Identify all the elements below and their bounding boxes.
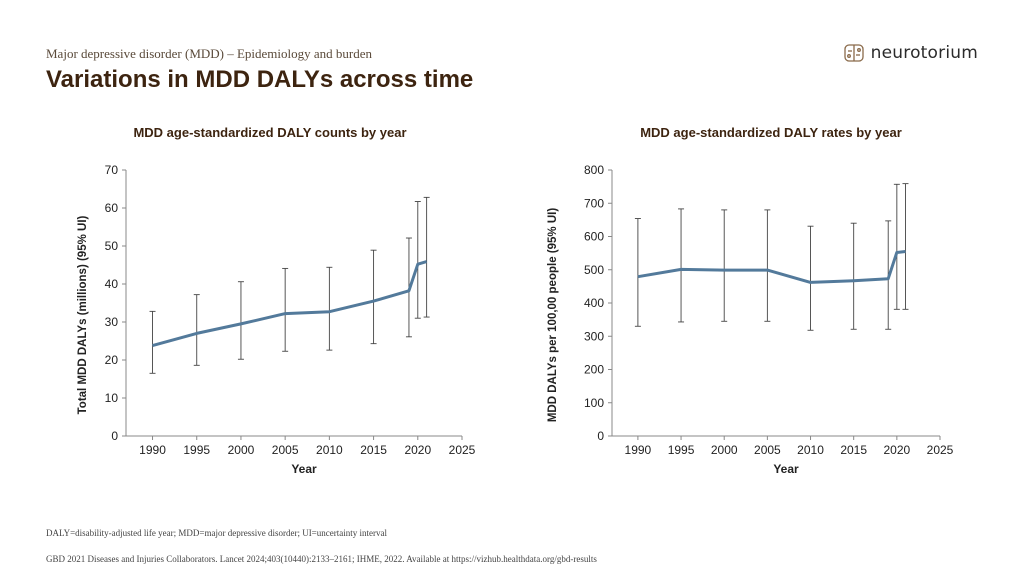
y-tick-label: 100 xyxy=(584,396,604,410)
y-tick-label: 500 xyxy=(584,263,604,277)
y-tick-label: 70 xyxy=(105,163,119,177)
chart-title: MDD age-standardized DALY counts by year xyxy=(133,125,406,140)
x-axis-label: Year xyxy=(291,462,317,476)
x-tick-label: 2005 xyxy=(754,443,781,457)
y-tick-label: 0 xyxy=(111,429,118,443)
x-tick-label: 1990 xyxy=(625,443,652,457)
y-tick-label: 800 xyxy=(584,163,604,177)
y-axis-label: MDD DALYs per 100,00 people (95% UI) xyxy=(547,208,559,422)
brain-logo-icon xyxy=(844,44,864,62)
x-tick-label: 1995 xyxy=(183,443,210,457)
x-tick-label: 2025 xyxy=(927,443,954,457)
x-tick-label: 2020 xyxy=(883,443,910,457)
brand-logo: neurotorium xyxy=(843,42,978,64)
y-tick-label: 40 xyxy=(105,277,119,291)
abbreviations-footnote: DALY=disability-adjusted life year; MDD=… xyxy=(46,528,387,538)
y-tick-label: 300 xyxy=(584,329,604,343)
x-tick-label: 1990 xyxy=(139,443,166,457)
y-tick-label: 400 xyxy=(584,296,604,310)
y-tick-label: 50 xyxy=(105,239,119,253)
y-tick-label: 700 xyxy=(584,196,604,210)
y-tick-label: 60 xyxy=(105,201,119,215)
logo-text: neurotorium xyxy=(870,43,978,63)
y-tick-label: 30 xyxy=(105,315,119,329)
series-line xyxy=(152,260,428,348)
page-title: Variations in MDD DALYs across time xyxy=(46,66,474,93)
x-tick-label: 2015 xyxy=(360,443,387,457)
section-subtitle: Major depressive disorder (MDD) – Epidem… xyxy=(46,46,373,61)
y-tick-label: 200 xyxy=(584,363,604,377)
x-tick-label: 2015 xyxy=(840,443,867,457)
x-tick-label: 1995 xyxy=(668,443,695,457)
y-tick-label: 10 xyxy=(105,391,119,405)
chart-daly-rates: MDD age-standardized DALY rates by year … xyxy=(547,125,954,476)
x-tick-label: 2005 xyxy=(272,443,299,457)
y-tick-label: 600 xyxy=(584,230,604,244)
series-line xyxy=(637,250,906,284)
x-tick-label: 2000 xyxy=(228,443,255,457)
y-tick-label: 20 xyxy=(105,353,119,367)
x-tick-label: 2010 xyxy=(316,443,343,457)
y-axis-label: Total MDD DALYs (millions) (95% UI) xyxy=(77,215,89,414)
x-axis-label: Year xyxy=(773,462,799,476)
chart-daly-counts: MDD age-standardized DALY counts by year… xyxy=(77,125,476,476)
x-tick-label: 2000 xyxy=(711,443,738,457)
x-tick-label: 2025 xyxy=(449,443,476,457)
chart-title: MDD age-standardized DALY rates by year xyxy=(640,125,902,140)
x-tick-label: 2010 xyxy=(797,443,824,457)
y-tick-label: 0 xyxy=(597,429,604,443)
source-footnote: GBD 2021 Diseases and Injuries Collabora… xyxy=(46,554,597,564)
x-tick-label: 2020 xyxy=(404,443,431,457)
